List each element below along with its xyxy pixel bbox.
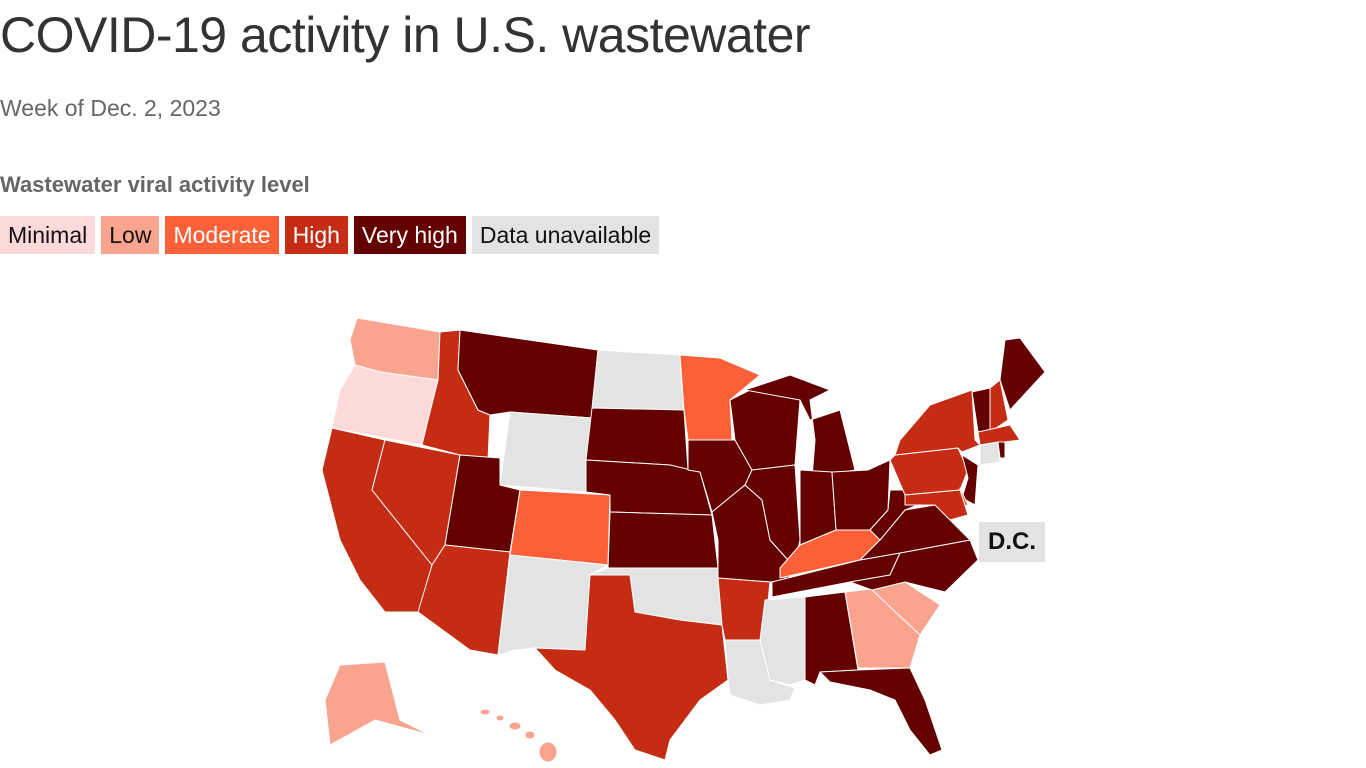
state-nh	[989, 379, 1009, 433]
state-wy	[499, 411, 593, 493]
state-ks	[607, 511, 719, 569]
state-ny	[894, 389, 981, 456]
state-ri	[997, 441, 1006, 459]
dc-label: D.C.	[979, 522, 1045, 562]
state-md	[904, 489, 969, 521]
state-mt	[457, 329, 599, 419]
legend-item-data-unavailable: Data unavailable	[471, 216, 660, 254]
state-ak	[324, 661, 431, 746]
state-nd	[591, 349, 685, 411]
legend-item-moderate: Moderate	[165, 216, 279, 254]
state-hi-island	[508, 721, 522, 731]
state-hi-island	[479, 708, 491, 716]
state-tx	[534, 574, 729, 761]
state-nc	[849, 539, 979, 593]
state-ct	[979, 441, 1001, 466]
state-hi-island	[538, 741, 558, 763]
state-me	[999, 337, 1046, 411]
state-ma	[977, 424, 1021, 446]
state-pa	[889, 447, 969, 496]
legend: Minimal Low Moderate High Very high Data…	[0, 216, 660, 254]
state-co	[509, 489, 611, 566]
state-mn	[679, 354, 761, 441]
state-fl	[819, 667, 943, 756]
legend-title: Wastewater viral activity level	[0, 172, 310, 197]
chart-title: COVID-19 activity in U.S. wastewater	[0, 7, 811, 63]
state-hi-island	[495, 714, 505, 722]
state-hi-island	[524, 730, 536, 740]
legend-item-high: High	[284, 216, 348, 254]
legend-item-minimal: Minimal	[0, 216, 96, 254]
legend-item-low: Low	[101, 216, 160, 254]
state-vt	[971, 387, 991, 433]
chart-subtitle: Week of Dec. 2, 2023	[0, 95, 221, 121]
legend-item-very-high: Very high	[353, 216, 466, 254]
state-nj	[961, 454, 979, 506]
